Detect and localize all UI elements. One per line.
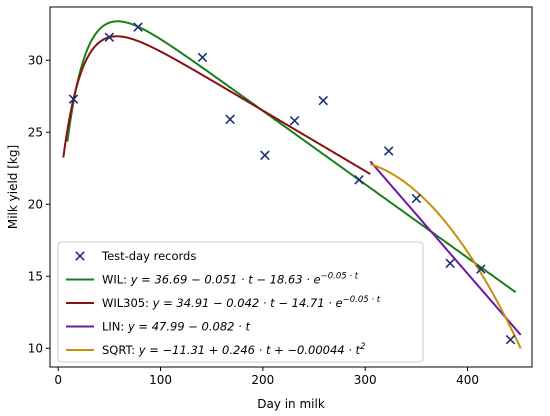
x-axis: 0 100 200 300 400 [54,367,479,387]
y-tick-label: 30 [28,53,43,67]
test-day-record-point [68,94,79,104]
test-day-record-point [197,52,208,63]
test-day-record-point [289,115,300,126]
x-tick-label: 100 [149,373,172,387]
x-axis-label: Day in milk [257,397,325,411]
curve-wil [66,20,517,294]
test-day-record-point [260,150,270,161]
test-day-record-point [104,32,115,43]
test-day-record-point [383,146,394,156]
legend-label-sqrt: SQRT: y = −11.31 + 0.246 · t + −0.00044 … [102,342,366,357]
plot-area [62,20,522,349]
legend-label-wil: WIL: y = 36.69 − 0.051 · t − 18.63 · e−0… [102,272,359,287]
test-day-record-point [476,264,486,274]
y-tick-label: 20 [28,197,43,211]
legend-box [57,241,424,363]
plot-frame [49,6,533,368]
x-tick-label: 200 [251,373,274,387]
test-day-record-point [133,22,143,32]
legend-marker-records [75,251,85,261]
y-tick-label: 25 [28,125,43,139]
y-tick-label: 15 [28,269,43,283]
x-tick-label: 0 [54,373,62,387]
legend-label-wil305: WIL305: y = 34.91 − 0.042 · t − 14.71 · … [102,295,381,310]
legend-label-records: Test-day records [101,249,196,263]
legend-label-lin: LIN: y = 47.99 − 0.082 · t [102,320,250,334]
test-day-record-point [354,175,364,185]
curve-wil305 [62,35,371,175]
test-day-record-point [318,95,329,106]
test-day-record-point [411,193,422,204]
y-axis-label: Milk yield [kg] [6,145,20,229]
curve-lin [369,160,522,336]
y-axis: 10 15 20 25 30 [28,53,50,355]
x-tick-label: 400 [456,373,479,387]
curve-sqrt [370,163,522,349]
test-day-record-point [445,258,455,269]
y-tick-label: 10 [28,341,43,355]
legend: Test-day records WIL: y = 36.69 − 0.051 ·… [57,241,424,363]
test-day-record-point [225,114,235,125]
x-tick-label: 300 [354,373,377,387]
test-day-record-point [505,334,516,345]
